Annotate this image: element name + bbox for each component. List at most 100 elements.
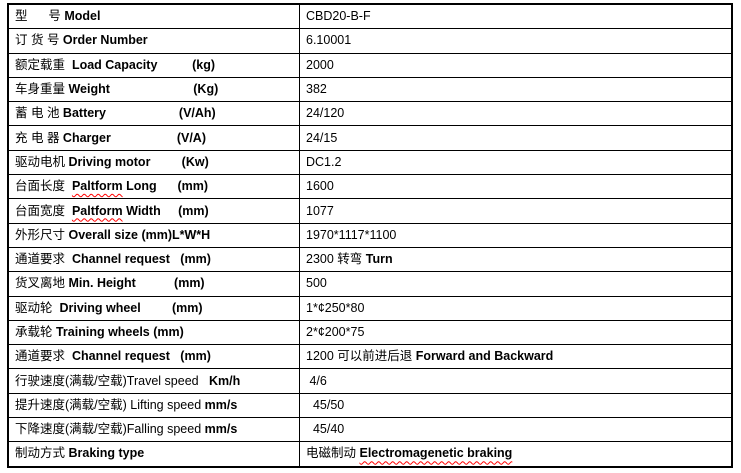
text: 充 电 器 <box>15 130 63 145</box>
text: 蓄 电 池 <box>15 106 63 121</box>
bold-text: Charger (V/A) <box>62 130 207 145</box>
bold-text: Model <box>64 9 101 24</box>
text: 货叉离地 <box>15 276 69 291</box>
bold-text: (mm) <box>156 179 209 194</box>
text: 提升速度(满载/空载) Lifting speed <box>15 397 205 412</box>
spec-row: 驱动电机 Driving motor (Kw) DC1.2 <box>7 149 733 176</box>
bold-text: Load Capacity (kg) <box>71 57 216 72</box>
spec-row: 订 货 号 Order Number 6.10001 <box>7 28 733 54</box>
spec-row: 行驶速度(满载/空载)Travel speed Km/h 4/6 <box>7 368 733 394</box>
text: 台面宽度 <box>15 203 72 218</box>
text: 下降速度(满载/空载)Falling speed <box>15 422 205 437</box>
spec-label-cell: 货叉离地 Min. Height (mm) <box>7 271 300 297</box>
bold-text: (mm) <box>160 203 209 218</box>
spec-label-cell: 蓄 电 池 Battery (V/Ah) <box>7 101 300 127</box>
bold-text: Overall size (mm)L*W*H <box>68 227 211 242</box>
spec-label-cell: 行驶速度(满载/空载)Travel speed Km/h <box>7 368 300 394</box>
bold-text: mm/s <box>204 422 238 437</box>
text: 驱动轮 <box>15 300 60 315</box>
spec-row: 充 电 器 Charger (V/A) 24/15 <box>7 125 733 151</box>
spec-value-cell: 45/50 <box>299 392 733 419</box>
spec-label-cell: 台面宽度 Paltform Width (mm) <box>7 198 300 224</box>
bold-text: mm/s <box>204 397 238 412</box>
spec-value-cell: 6.10001 <box>299 28 733 54</box>
bold-text: Driving motor (Kw) <box>68 154 209 169</box>
spec-row: 通道要求 Channel request (mm) 1200 可以前进后退 For… <box>7 344 733 370</box>
spec-value-cell: 4/6 <box>299 368 733 394</box>
spec-label-cell: 承载轮 Training wheels (mm) <box>7 319 300 346</box>
bold-text: Braking type <box>68 446 145 461</box>
spec-value-cell: 1970*1117*1100 <box>299 222 733 248</box>
spec-value-cell: CBD20-B-F <box>299 3 733 30</box>
text: CBD20-B-F <box>306 9 371 24</box>
text: 1*¢250*80 <box>306 300 365 315</box>
text: 1077 <box>306 203 334 218</box>
text: 行驶速度(满载/空载)Travel speed <box>15 373 199 388</box>
spec-label-cell: 型 号 Model <box>7 3 300 30</box>
spec-label-cell: 通道要求 Channel request (mm) <box>7 246 300 273</box>
spec-table: 型 号 Model CBD20-B-F 订 货 号 Order Number 6.10… <box>7 3 733 468</box>
text: 2000 <box>306 57 334 72</box>
spec-value-cell: 2300 转弯 Turn <box>299 246 733 273</box>
spec-row: 蓄 电 池 Battery (V/Ah) 24/120 <box>7 101 733 127</box>
spec-value-cell: 500 <box>299 271 733 297</box>
spec-label-cell: 充 电 器 Charger (V/A) <box>7 125 300 151</box>
spec-label-cell: 下降速度(满载/空载)Falling speed mm/s <box>7 417 300 443</box>
spec-value-cell: 1600 <box>299 174 733 200</box>
spec-row: 货叉离地 Min. Height (mm) 500 <box>7 271 733 297</box>
spec-value-cell: 382 <box>299 76 733 103</box>
spec-value-cell: 45/40 <box>299 417 733 443</box>
spec-row: 驱动轮 Driving wheel (mm) 1*¢250*80 <box>7 295 733 321</box>
bold-text: Driving wheel (mm) <box>59 300 203 315</box>
text: 通道要求 <box>15 252 72 267</box>
spec-label-cell: 通道要求 Channel request (mm) <box>7 344 300 370</box>
text: 45/40 <box>306 422 345 437</box>
spec-table-body: 型 号 Model CBD20-B-F 订 货 号 Order Number 6.10… <box>7 3 733 468</box>
bold-text: Forward and Backward <box>415 349 554 364</box>
text: 订 货 号 <box>15 33 63 48</box>
spec-label-cell: 额定载重 Load Capacity (kg) <box>7 52 300 78</box>
spec-value-cell: 电磁制动 Electromagenetic braking <box>299 441 733 468</box>
text: 2300 转弯 <box>306 252 366 267</box>
misspelled-text: Electromagenetic braking <box>359 446 513 461</box>
spec-label-cell: 台面长度 Paltform Long (mm) <box>7 174 300 200</box>
spec-label-cell: 外形尺寸 Overall size (mm)L*W*H <box>7 222 300 248</box>
misspelled-text: Paltform <box>71 203 123 218</box>
text: 承载轮 <box>15 325 56 339</box>
text: 24/15 <box>306 130 338 145</box>
spec-value-cell: DC1.2 <box>299 149 733 176</box>
spec-row: 台面长度 Paltform Long (mm) 1600 <box>7 174 733 200</box>
text: 驱动电机 <box>15 154 69 169</box>
spec-row: 制动方式 Braking type 电磁制动 Electromagenetic b… <box>7 441 733 468</box>
text: 车身重量 <box>15 82 69 97</box>
text: 1200 可以前进后退 <box>306 349 416 364</box>
spec-value-cell: 1200 可以前进后退 Forward and Backward <box>299 344 733 370</box>
spec-row: 通道要求 Channel request (mm) 2300 转弯 Turn <box>7 246 733 273</box>
bold-text: Channel request (mm) <box>71 349 211 364</box>
spec-row: 额定载重 Load Capacity (kg) 2000 <box>7 52 733 78</box>
spec-value-cell: 24/15 <box>299 125 733 151</box>
text: 额定载重 <box>15 57 72 72</box>
spec-label-cell: 车身重量 Weight (Kg) <box>7 76 300 103</box>
text: 制动方式 <box>15 446 69 461</box>
spec-label-cell: 提升速度(满载/空载) Lifting speed mm/s <box>7 392 300 419</box>
spec-label-cell: 订 货 号 Order Number <box>7 28 300 54</box>
spec-label-cell: 制动方式 Braking type <box>7 441 300 468</box>
bold-text: Km/h <box>198 373 241 388</box>
spec-row: 型 号 Model CBD20-B-F <box>7 3 733 30</box>
spec-row: 外形尺寸 Overall size (mm)L*W*H 1970*1117*110… <box>7 222 733 248</box>
bold-text: Training wheels (mm) <box>55 325 184 339</box>
text: 型 号 <box>15 9 65 24</box>
text: 通道要求 <box>15 349 72 364</box>
text: 500 <box>306 276 327 291</box>
text: 45/50 <box>306 397 345 412</box>
bold-text: Width <box>122 203 161 218</box>
text: 外形尺寸 <box>15 227 69 242</box>
text: 6.10001 <box>306 33 352 48</box>
spec-row: 台面宽度 Paltform Width (mm) 1077 <box>7 198 733 224</box>
spec-label-cell: 驱动电机 Driving motor (Kw) <box>7 149 300 176</box>
text: 1600 <box>306 179 334 194</box>
text: DC1.2 <box>306 154 342 169</box>
text: 4/6 <box>306 373 327 388</box>
